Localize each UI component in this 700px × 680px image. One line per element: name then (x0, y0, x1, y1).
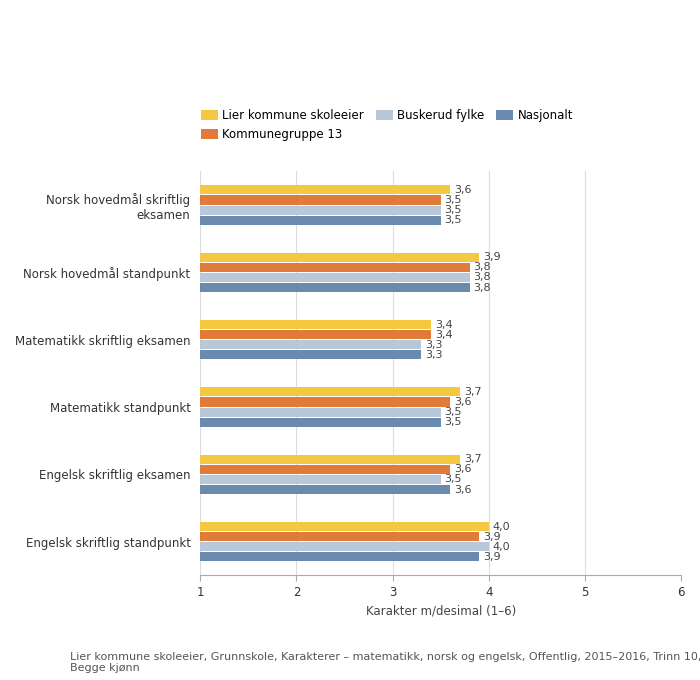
Bar (200, 398, 450, 407)
Text: 3,3: 3,3 (426, 340, 443, 350)
Text: 3,5: 3,5 (444, 195, 462, 205)
Text: 3,7: 3,7 (464, 454, 482, 464)
X-axis label: Karakter m/desimal (1–6): Karakter m/desimal (1–6) (365, 605, 516, 617)
Text: Lier kommune skoleeier, Grunnskole, Karakterer – matematikk, norsk og engelsk, O: Lier kommune skoleeier, Grunnskole, Kara… (70, 651, 700, 673)
Text: 3,7: 3,7 (464, 387, 482, 397)
Bar (200, 485, 450, 494)
Text: 3,8: 3,8 (473, 282, 491, 292)
Text: 3,5: 3,5 (444, 215, 462, 225)
Text: 3,5: 3,5 (444, 407, 462, 417)
Bar (200, 522, 489, 531)
Text: 3,5: 3,5 (444, 475, 462, 484)
Bar (200, 350, 421, 360)
Bar (200, 418, 441, 427)
Legend: Lier kommune skoleeier, Kommunegruppe 13, Buskerud fylke, Nasjonalt: Lier kommune skoleeier, Kommunegruppe 13… (197, 105, 578, 146)
Bar (200, 475, 441, 484)
Text: 3,5: 3,5 (444, 205, 462, 215)
Bar (200, 542, 489, 551)
Bar (200, 283, 470, 292)
Text: 3,4: 3,4 (435, 330, 453, 340)
Bar (200, 340, 421, 350)
Text: 3,9: 3,9 (483, 552, 500, 562)
Bar (200, 407, 441, 417)
Bar (200, 216, 441, 224)
Text: 3,9: 3,9 (483, 532, 500, 542)
Text: 3,8: 3,8 (473, 273, 491, 282)
Bar (200, 465, 450, 474)
Bar (200, 195, 441, 205)
Bar (200, 273, 470, 282)
Text: 3,8: 3,8 (473, 262, 491, 272)
Bar (200, 552, 480, 562)
Bar (200, 253, 480, 262)
Bar (200, 205, 441, 215)
Bar (200, 532, 480, 541)
Text: 3,6: 3,6 (454, 485, 472, 494)
Text: 3,5: 3,5 (444, 418, 462, 427)
Bar (200, 330, 431, 339)
Text: 3,4: 3,4 (435, 320, 453, 330)
Text: 3,6: 3,6 (454, 464, 472, 475)
Text: 4,0: 4,0 (493, 522, 510, 532)
Text: 4,0: 4,0 (493, 542, 510, 551)
Text: 3,6: 3,6 (454, 185, 472, 195)
Text: 3,9: 3,9 (483, 252, 500, 262)
Text: 3,6: 3,6 (454, 397, 472, 407)
Bar (200, 388, 460, 396)
Bar (200, 186, 450, 194)
Bar (200, 455, 460, 464)
Bar (200, 320, 431, 329)
Text: 3,3: 3,3 (426, 350, 443, 360)
Bar (200, 262, 470, 272)
